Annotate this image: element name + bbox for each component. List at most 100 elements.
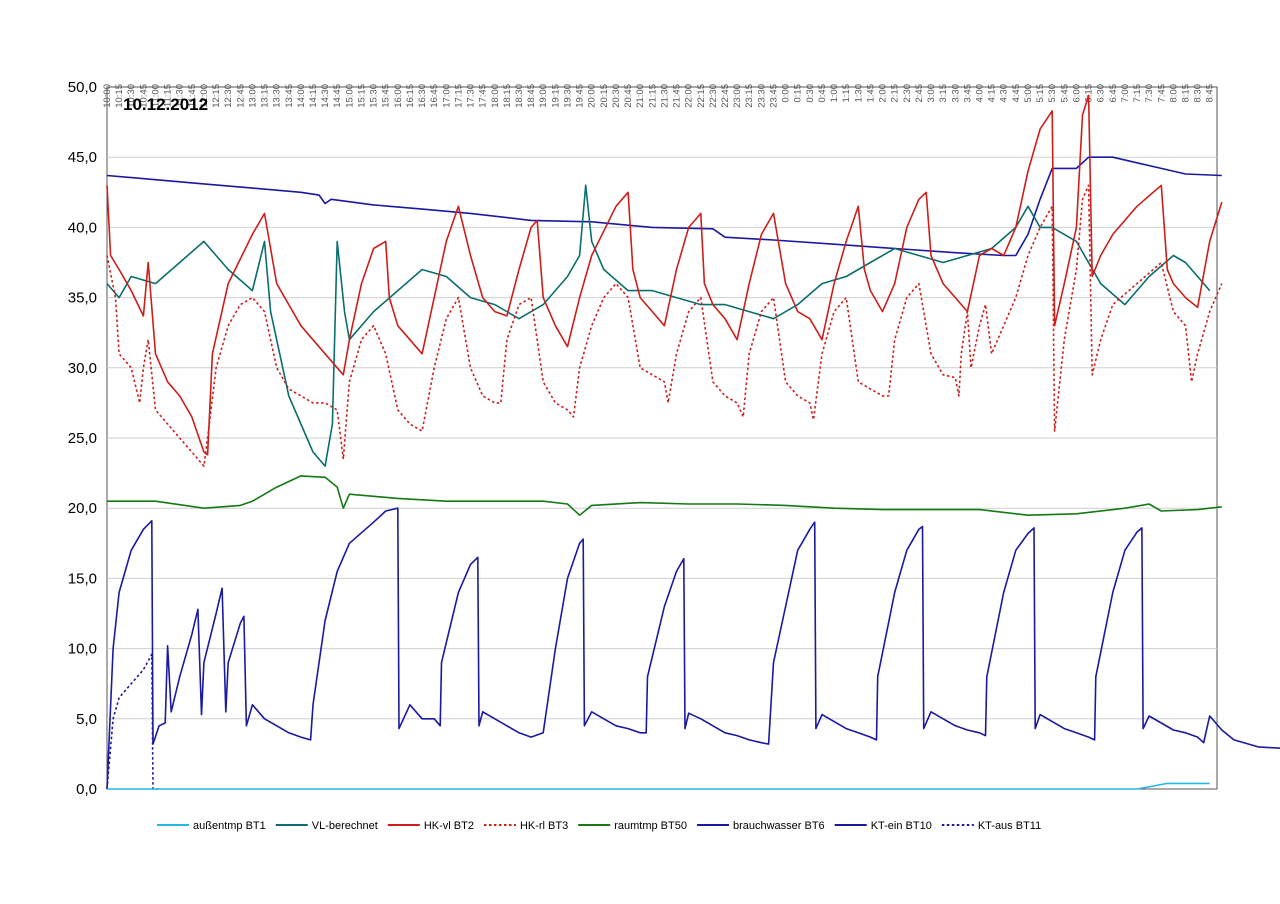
y-tick-label: 40,0 <box>68 219 97 236</box>
y-axis-ticks: 0,0 5,0 10,0 15,0 20,0 25,0 30,0 35,0 40,0 45,0 50… <box>68 79 97 798</box>
legend-item: VL-berechnet <box>275 820 378 832</box>
x-tick-label: 8:45 <box>1205 84 1216 103</box>
x-tick-label: 11:45 <box>187 84 198 107</box>
x-tick-label: 6:00 <box>1071 84 1082 103</box>
series-line-4 <box>106 184 1223 467</box>
x-tick-label: 23:30 <box>756 84 767 108</box>
x-tick-label: 23:45 <box>768 84 779 108</box>
x-tick-label: 21:15 <box>647 84 658 108</box>
y-tick-label: 20,0 <box>68 500 97 517</box>
x-tick-label: 11:15 <box>163 84 174 107</box>
x-tick-label: 16:00 <box>393 84 404 108</box>
x-tick-label: 15:00 <box>344 84 355 108</box>
x-tick-label: 12:00 <box>199 84 210 108</box>
chart-title: 10.12.2012 <box>123 95 208 114</box>
y-tick-label: 0,0 <box>76 781 97 798</box>
x-tick-label: 8:30 <box>1193 84 1204 103</box>
x-tick-label: 0:00 <box>781 84 792 103</box>
x-tick-label: 7:45 <box>1156 84 1167 103</box>
x-tick-label: 19:30 <box>562 84 573 108</box>
x-tick-label: 19:45 <box>575 84 586 108</box>
legend-item: raumtmp BT50 <box>578 820 687 832</box>
x-tick-label: 20:45 <box>623 84 634 108</box>
x-tick-label: 0:15 <box>793 84 804 103</box>
x-tick-label: 2:30 <box>902 84 913 103</box>
x-tick-label: 17:15 <box>453 84 464 108</box>
x-tick-label: 3:45 <box>962 84 973 103</box>
series-group <box>106 94 1280 790</box>
x-tick-label: 0:30 <box>805 84 816 103</box>
legend-item: KT-aus BT11 <box>941 820 1041 832</box>
legend-label: brauchwasser BT6 <box>733 820 825 832</box>
x-tick-label: 19:15 <box>550 84 561 108</box>
series-line-7 <box>106 507 1280 790</box>
y-tick-label: 35,0 <box>68 290 97 307</box>
x-tick-label: 16:45 <box>429 84 440 108</box>
y-tick-label: 5,0 <box>76 711 97 728</box>
legend-item: HK-vl BT2 <box>387 820 474 832</box>
x-tick-label: 13:45 <box>284 84 295 108</box>
legend-label: außentmp BT1 <box>193 820 266 832</box>
x-tick-label: 20:30 <box>611 84 622 108</box>
series-line-2 <box>106 184 1211 467</box>
x-tick-label: 1:00 <box>829 84 840 103</box>
y-tick-label: 45,0 <box>68 149 97 166</box>
x-tick-label: 14:00 <box>296 84 307 108</box>
legend-label: HK-rl BT3 <box>520 820 568 832</box>
x-tick-label: 17:00 <box>441 84 452 108</box>
x-tick-label: 22:15 <box>696 84 707 108</box>
x-tick-label: 4:00 <box>974 84 985 103</box>
y-tick-label: 50,0 <box>68 79 97 96</box>
x-tick-label: 6:30 <box>1096 84 1107 103</box>
x-tick-label: 12:30 <box>223 84 234 108</box>
x-tick-label: 13:15 <box>260 84 271 108</box>
series-line-5 <box>107 475 1222 516</box>
x-tick-label: 22:45 <box>720 84 731 108</box>
x-tick-label: 17:30 <box>466 84 477 108</box>
x-tick-label: 4:45 <box>1011 84 1022 103</box>
x-tick-label: 22:00 <box>684 84 695 108</box>
x-tick-label: 13:00 <box>247 84 258 108</box>
x-tick-label: 7:15 <box>1132 84 1143 103</box>
x-tick-label: 21:30 <box>659 84 670 108</box>
legend-item: außentmp BT1 <box>157 820 266 832</box>
x-tick-label: 18:45 <box>526 84 537 108</box>
legend-label: VL-berechnet <box>312 820 378 832</box>
legend-label: HK-vl BT2 <box>424 820 474 832</box>
x-tick-label: 17:45 <box>478 84 489 108</box>
legend-item: KT-ein BT10 <box>834 820 932 832</box>
x-tick-label: 14:15 <box>308 84 319 108</box>
x-tick-label: 21:00 <box>635 84 646 108</box>
x-tick-label: 11:00 <box>150 84 161 107</box>
x-tick-label: 7:00 <box>1120 84 1131 103</box>
x-tick-label: 23:15 <box>744 84 755 108</box>
y-tick-label: 10,0 <box>68 641 97 658</box>
x-tick-label: 22:30 <box>708 84 719 108</box>
x-tick-label: 13:30 <box>272 84 283 108</box>
x-tick-label: 1:45 <box>865 84 876 103</box>
legend-label: KT-ein BT10 <box>871 820 932 832</box>
x-tick-label: 5:45 <box>1059 84 1070 103</box>
legend: außentmp BT1 VL-berechnet HK-vl BT2 HK-rl B… <box>157 820 1041 832</box>
y-tick-label: 30,0 <box>68 360 97 377</box>
x-tick-label: 5:30 <box>1047 84 1058 103</box>
x-tick-label: 15:15 <box>356 84 367 108</box>
x-tick-label: 19:00 <box>538 84 549 108</box>
y-tick-label: 15,0 <box>68 570 97 587</box>
x-tick-label: 11:30 <box>175 84 186 107</box>
series-line-3 <box>106 94 1223 456</box>
x-tick-label: 16:15 <box>405 84 416 108</box>
x-tick-label: 10:15 <box>114 84 125 108</box>
x-tick-label: 12:15 <box>211 84 222 108</box>
x-tick-label: 6:15 <box>1084 84 1095 103</box>
x-tick-label: 3:30 <box>950 84 961 103</box>
x-tick-label: 7:30 <box>1144 84 1155 103</box>
x-tick-label: 23:00 <box>732 84 743 108</box>
x-tick-label: 10:00 <box>102 84 113 108</box>
x-tick-label: 0:45 <box>817 84 828 103</box>
x-tick-label: 15:30 <box>369 84 380 108</box>
legend-item: brauchwasser BT6 <box>696 820 825 832</box>
x-tick-label: 1:30 <box>853 84 864 103</box>
x-tick-label: 5:15 <box>1035 84 1046 103</box>
